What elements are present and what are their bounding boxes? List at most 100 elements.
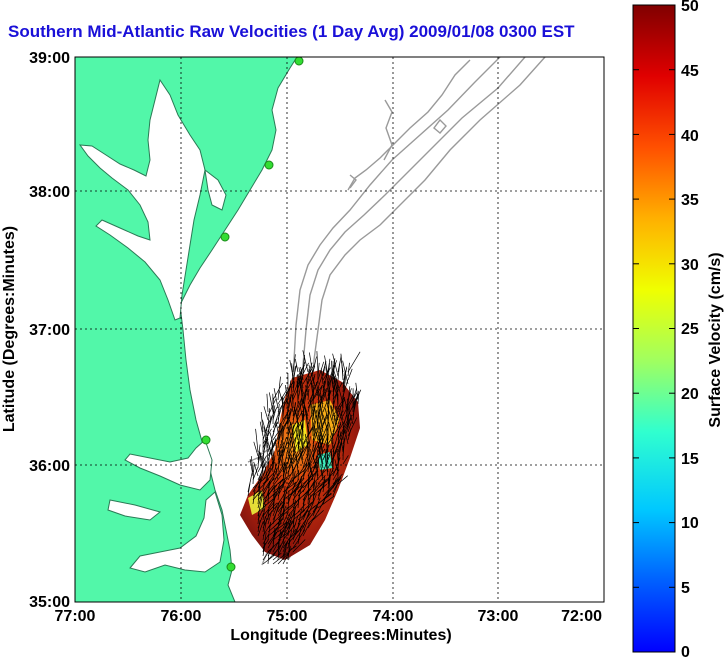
current-vector — [287, 503, 299, 517]
current-vector — [259, 421, 264, 437]
current-vector — [257, 469, 264, 493]
current-vector — [272, 527, 276, 549]
current-vector — [282, 437, 287, 449]
x-tick-label: 77:00 — [55, 608, 96, 625]
site-marker — [264, 160, 274, 170]
colorbar — [632, 4, 676, 653]
current-vector — [319, 395, 324, 409]
current-vector — [312, 425, 321, 445]
current-vector — [253, 461, 259, 477]
current-vector — [325, 366, 329, 389]
current-vector — [292, 513, 296, 529]
site-marker — [220, 232, 230, 242]
current-vector — [307, 397, 313, 413]
current-vector — [302, 364, 315, 385]
current-vector — [267, 548, 279, 561]
current-vector — [297, 440, 306, 457]
current-vector — [317, 445, 324, 469]
current-vector — [267, 406, 278, 425]
current-vector — [275, 421, 279, 433]
colorbar-tick-labels: 50 45 40 35 30 25 20 15 10 5 0 — [681, 0, 699, 659]
y-tick-label: 38:00 — [29, 184, 70, 201]
current-vector — [302, 426, 314, 445]
current-vector — [327, 468, 331, 485]
current-vector — [279, 423, 284, 445]
current-vector — [317, 474, 326, 485]
x-tick-label: 76:00 — [161, 608, 202, 625]
current-vector — [272, 421, 279, 433]
current-vector — [277, 552, 289, 565]
current-vector — [342, 394, 354, 417]
current-vector — [347, 406, 350, 425]
current-vector — [327, 448, 339, 469]
current-vector — [317, 433, 327, 453]
current-vector — [337, 475, 348, 485]
current-vector — [278, 449, 284, 469]
current-vector — [262, 482, 271, 497]
current-vector — [299, 445, 304, 461]
current-vector — [297, 391, 305, 409]
current-vector — [332, 396, 346, 417]
current-vector — [346, 403, 354, 425]
current-vector — [310, 403, 314, 425]
current-vector — [302, 498, 305, 513]
current-vector — [292, 478, 303, 497]
current-vector — [331, 433, 334, 445]
current-vector — [292, 453, 300, 465]
current-vector — [262, 503, 266, 521]
current-vector — [347, 386, 351, 405]
current-vector — [302, 456, 307, 469]
current-vector — [277, 529, 282, 549]
current-vector — [282, 523, 297, 541]
current-vector — [257, 521, 264, 537]
current-vector — [297, 523, 306, 537]
current-vector — [297, 445, 305, 465]
current-vector — [287, 422, 293, 437]
current-vector — [297, 413, 306, 429]
current-vector — [277, 430, 281, 449]
current-vector — [267, 510, 273, 525]
current-vector — [317, 369, 325, 389]
current-vector — [267, 430, 275, 453]
current-vector — [277, 504, 283, 529]
hf-radar-sites — [201, 57, 304, 572]
current-vector — [312, 384, 315, 409]
current-vector — [320, 465, 324, 477]
current-vector — [347, 422, 352, 433]
current-vector — [257, 519, 261, 533]
current-vector — [287, 454, 293, 477]
current-vector — [326, 449, 329, 465]
current-vector — [332, 457, 341, 477]
current-vector — [287, 422, 296, 445]
site-marker — [226, 562, 236, 572]
current-vector — [272, 500, 283, 521]
current-vector — [342, 371, 346, 393]
current-vector — [287, 465, 297, 481]
current-vector — [277, 463, 287, 477]
current-vector — [342, 422, 350, 445]
current-vector — [272, 467, 278, 481]
current-vector — [302, 523, 310, 537]
current-vector — [347, 368, 353, 381]
current-vector — [277, 443, 281, 465]
current-vector — [252, 476, 262, 493]
current-vector — [267, 482, 270, 505]
current-vector — [267, 509, 269, 521]
current-vector — [297, 422, 299, 437]
current-vector — [287, 539, 291, 561]
current-vector — [277, 423, 281, 441]
current-vector — [287, 482, 296, 505]
x-tick-label: 75:00 — [267, 608, 308, 625]
current-vector — [262, 489, 270, 509]
current-vector — [317, 442, 324, 465]
current-vector — [312, 384, 323, 401]
current-vector — [330, 449, 334, 465]
current-vector — [281, 396, 284, 421]
current-vector — [312, 497, 321, 517]
current-vector — [357, 390, 360, 405]
current-vector — [302, 399, 309, 417]
current-vector — [316, 351, 319, 373]
current-vector — [312, 501, 320, 513]
colorbar-tick-label: 40 — [681, 128, 699, 145]
current-vector — [302, 519, 309, 533]
